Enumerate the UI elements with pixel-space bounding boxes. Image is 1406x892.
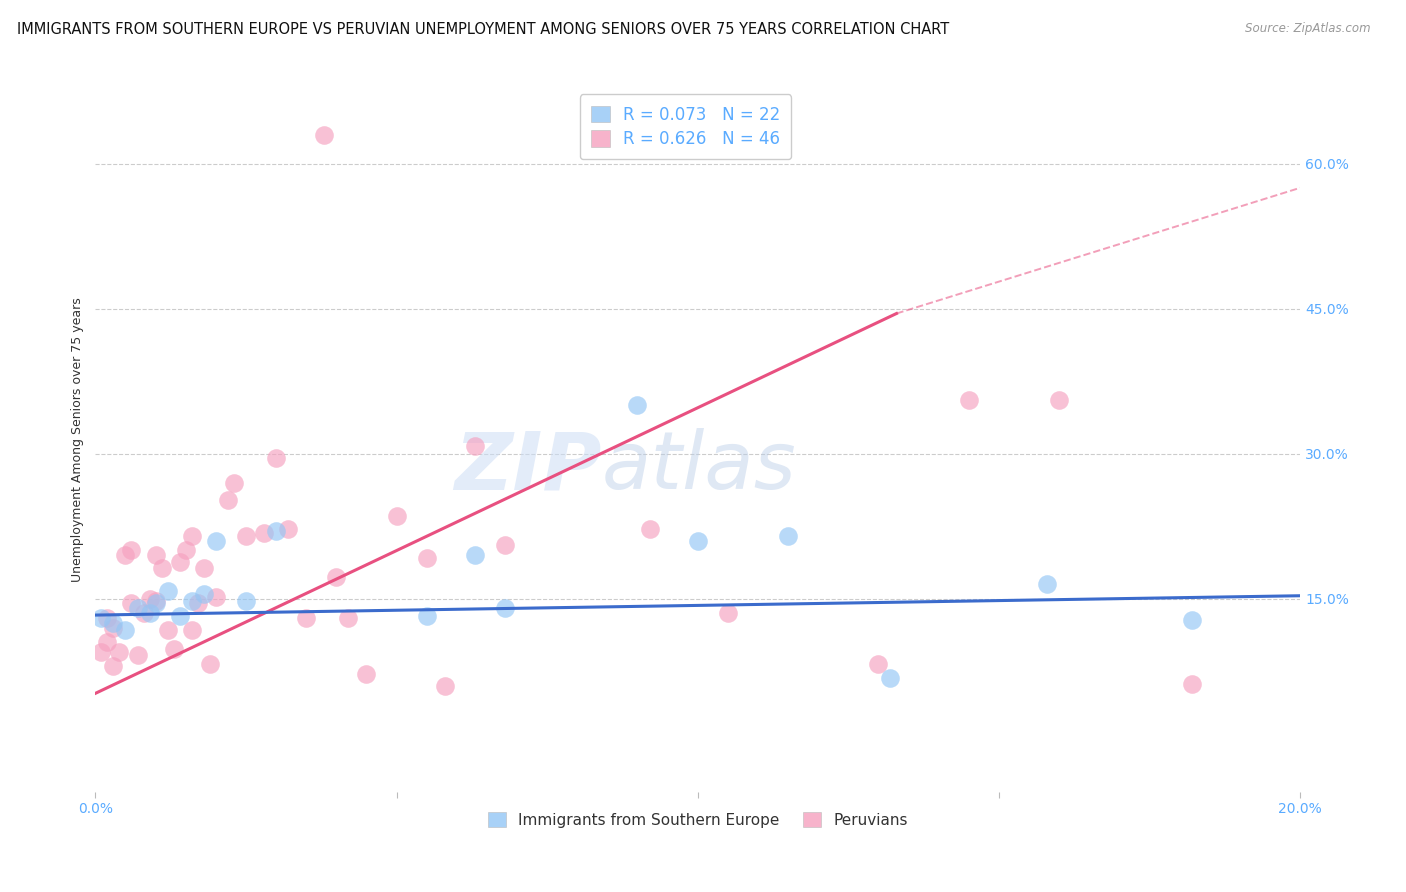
Point — [96, 635, 118, 649]
Point — [433, 679, 456, 693]
Point — [127, 648, 149, 662]
Point — [1047, 393, 1070, 408]
Point — [90, 611, 112, 625]
Point — [295, 611, 318, 625]
Point — [264, 451, 287, 466]
Point — [1181, 613, 1204, 627]
Point — [127, 601, 149, 615]
Point — [385, 509, 408, 524]
Point — [494, 539, 516, 553]
Point — [868, 657, 890, 672]
Text: ZIP: ZIP — [454, 428, 602, 507]
Point — [156, 623, 179, 637]
Point — [1036, 577, 1059, 591]
Point — [103, 621, 125, 635]
Point — [145, 593, 167, 607]
Point — [114, 623, 136, 637]
Text: atlas: atlas — [602, 428, 796, 507]
Point — [494, 601, 516, 615]
Point — [103, 615, 125, 630]
Point — [198, 657, 221, 672]
Y-axis label: Unemployment Among Seniors over 75 years: Unemployment Among Seniors over 75 years — [72, 297, 84, 582]
Point — [222, 475, 245, 490]
Text: Source: ZipAtlas.com: Source: ZipAtlas.com — [1246, 22, 1371, 36]
Point — [235, 593, 257, 607]
Point — [717, 606, 740, 620]
Point — [415, 551, 437, 566]
Point — [156, 583, 179, 598]
Point — [138, 591, 160, 606]
Point — [314, 128, 336, 142]
Point — [121, 543, 143, 558]
Point — [96, 611, 118, 625]
Point — [108, 645, 131, 659]
Point — [103, 659, 125, 673]
Point — [132, 606, 155, 620]
Point — [264, 524, 287, 538]
Point — [325, 570, 347, 584]
Point — [626, 398, 648, 412]
Point — [879, 671, 901, 685]
Point — [169, 609, 191, 624]
Point — [180, 623, 202, 637]
Point — [235, 529, 257, 543]
Point — [464, 548, 486, 562]
Point — [150, 560, 173, 574]
Point — [174, 543, 197, 558]
Point — [145, 548, 167, 562]
Point — [277, 522, 299, 536]
Point — [193, 587, 215, 601]
Point — [217, 493, 239, 508]
Legend: Immigrants from Southern Europe, Peruvians: Immigrants from Southern Europe, Peruvia… — [482, 805, 914, 834]
Point — [415, 609, 437, 624]
Point — [193, 560, 215, 574]
Point — [337, 611, 360, 625]
Point — [145, 597, 167, 611]
Point — [121, 597, 143, 611]
Point — [180, 593, 202, 607]
Point — [138, 606, 160, 620]
Point — [638, 522, 661, 536]
Point — [957, 393, 980, 408]
Point — [464, 439, 486, 453]
Point — [187, 597, 209, 611]
Point — [180, 529, 202, 543]
Point — [778, 529, 800, 543]
Point — [114, 548, 136, 562]
Point — [163, 641, 186, 656]
Point — [205, 533, 228, 548]
Point — [90, 645, 112, 659]
Point — [686, 533, 709, 548]
Point — [1181, 676, 1204, 690]
Text: IMMIGRANTS FROM SOUTHERN EUROPE VS PERUVIAN UNEMPLOYMENT AMONG SENIORS OVER 75 Y: IMMIGRANTS FROM SOUTHERN EUROPE VS PERUV… — [17, 22, 949, 37]
Point — [253, 525, 276, 540]
Point — [205, 590, 228, 604]
Point — [169, 555, 191, 569]
Point — [356, 667, 378, 681]
